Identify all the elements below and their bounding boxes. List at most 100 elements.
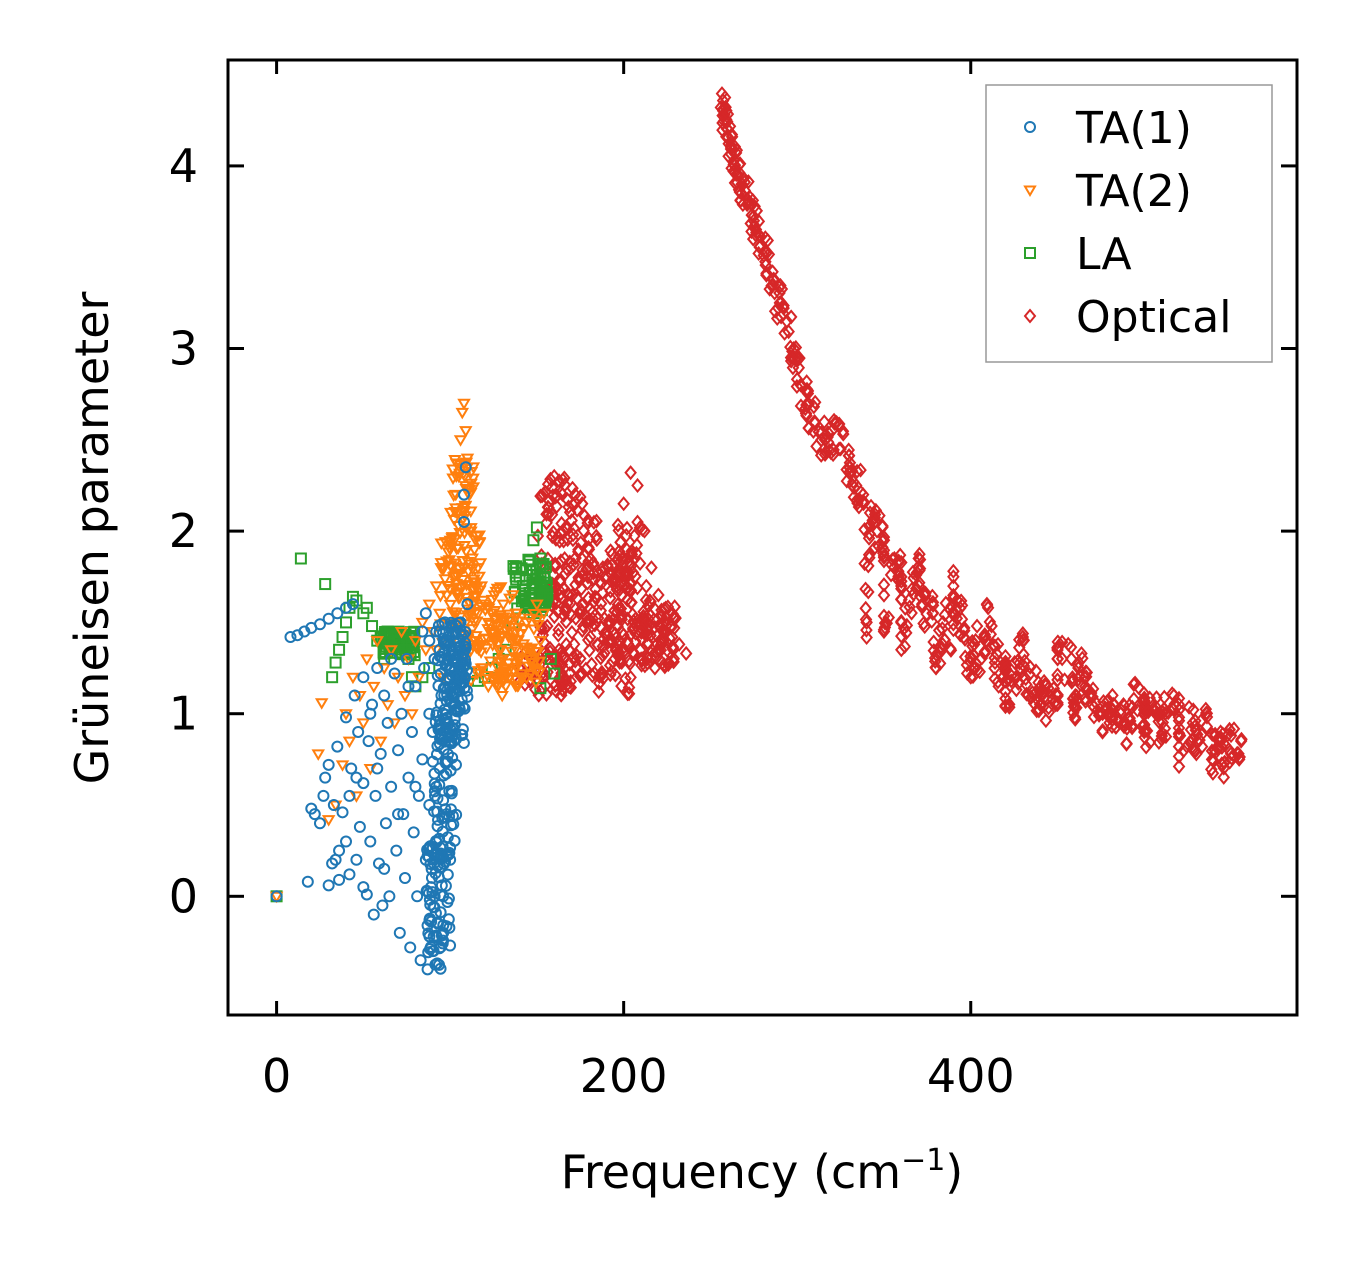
data-point	[461, 598, 474, 611]
data-point	[1032, 701, 1045, 717]
data-point	[898, 600, 912, 616]
y-tick-label: 4	[169, 139, 198, 193]
data-point	[567, 636, 581, 652]
data-point	[437, 890, 450, 903]
data-point	[452, 634, 465, 647]
data-point	[434, 906, 447, 919]
data-point	[335, 760, 350, 772]
data-point	[862, 584, 875, 600]
data-point	[570, 502, 584, 518]
data-point	[301, 875, 314, 888]
y-tick-labels: 0 1 2 3 4	[169, 139, 198, 923]
data-point	[308, 808, 321, 821]
legend-label: Optical	[1076, 292, 1231, 343]
data-point	[544, 652, 557, 665]
data-point	[439, 590, 454, 602]
data-point	[395, 707, 408, 720]
data-point	[529, 677, 543, 690]
data-point	[938, 632, 951, 648]
data-point	[1234, 733, 1248, 749]
data-point	[495, 690, 509, 703]
data-point	[605, 557, 619, 574]
data-point	[438, 574, 452, 586]
data-point	[431, 792, 444, 805]
data-point	[423, 707, 436, 720]
data-point	[409, 680, 422, 693]
data-point	[842, 442, 855, 458]
data-point	[830, 414, 843, 431]
data-point	[400, 652, 413, 665]
data-point	[446, 607, 460, 619]
data-point	[421, 963, 434, 976]
data-point	[426, 945, 439, 958]
data-point	[457, 736, 470, 749]
data-point	[481, 681, 496, 694]
data-point	[445, 784, 458, 797]
axis-ticks	[228, 60, 1297, 1015]
data-point	[498, 663, 513, 676]
data-point	[933, 640, 947, 656]
data-point	[919, 588, 932, 604]
data-point	[791, 352, 805, 368]
data-point	[933, 655, 947, 671]
data-point	[469, 531, 484, 544]
data-point	[440, 716, 453, 729]
data-point	[373, 736, 388, 749]
data-point	[527, 534, 540, 547]
data-point	[662, 655, 676, 671]
data-point	[436, 563, 450, 575]
data-point	[548, 678, 562, 694]
data-point	[527, 624, 541, 636]
data-point	[1016, 633, 1030, 649]
data-point	[485, 627, 499, 639]
data-point	[616, 607, 630, 623]
data-point	[390, 844, 403, 857]
data-point	[546, 488, 560, 504]
series-TA(2)	[269, 398, 551, 904]
data-point	[619, 671, 632, 687]
legend-marker	[1023, 308, 1037, 324]
plot-frame	[226, 58, 1299, 1017]
data-point	[721, 106, 735, 122]
data-point	[1172, 690, 1186, 706]
data-point	[443, 599, 458, 612]
data-point	[345, 762, 358, 775]
data-point	[801, 383, 815, 399]
data-point	[294, 552, 307, 565]
data-point	[877, 542, 891, 558]
data-point	[378, 689, 391, 702]
data-point	[903, 599, 916, 615]
data-point	[1123, 697, 1136, 713]
data-point	[537, 570, 550, 583]
data-point	[459, 592, 473, 605]
data-point	[495, 654, 509, 666]
data-point	[444, 562, 458, 574]
data-point	[679, 645, 693, 662]
data-point	[429, 867, 442, 880]
data-point	[423, 799, 436, 812]
data-point	[459, 461, 472, 474]
data-point	[487, 605, 502, 618]
data-point	[353, 820, 366, 833]
data-point	[827, 442, 840, 458]
data-point	[407, 826, 420, 839]
data-point	[450, 589, 464, 602]
data-point	[620, 542, 634, 558]
data-point	[448, 834, 461, 847]
data-point	[587, 594, 600, 610]
legend-marker	[1024, 247, 1036, 259]
data-point	[447, 514, 461, 527]
y-tick-label: 3	[169, 322, 198, 376]
data-point	[452, 471, 466, 484]
data-point	[367, 908, 380, 921]
data-point	[750, 203, 764, 219]
data-point	[422, 599, 437, 612]
y-tick-label: 2	[169, 504, 198, 558]
data-point	[357, 881, 370, 894]
data-point	[799, 405, 813, 422]
data-point	[926, 594, 940, 610]
data-point	[836, 426, 850, 442]
data-point	[1123, 713, 1137, 729]
data-point	[1096, 722, 1109, 739]
data-point	[553, 525, 567, 541]
